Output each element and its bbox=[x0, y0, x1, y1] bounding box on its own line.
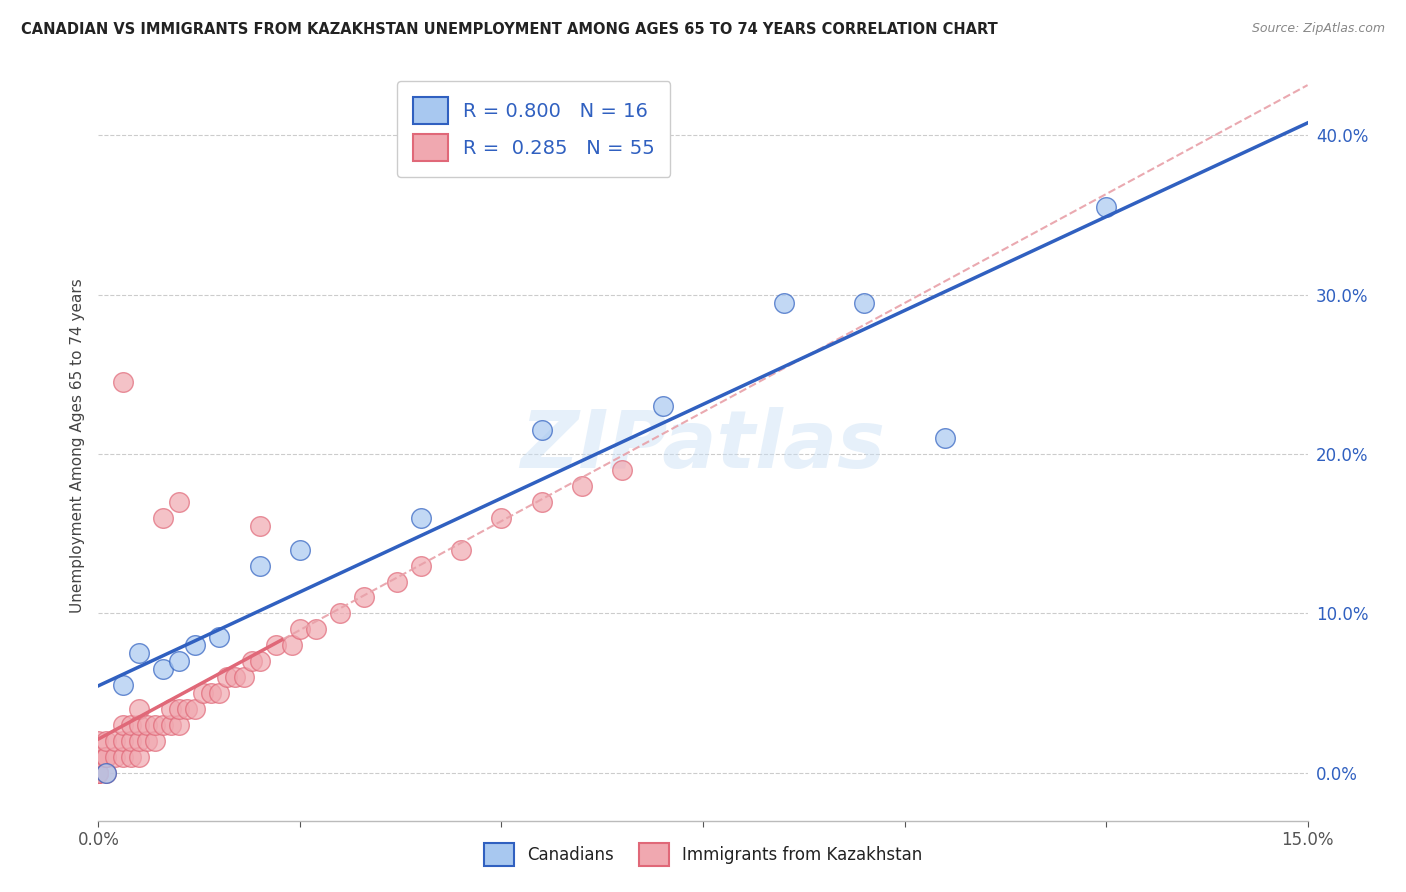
Point bbox=[385, 574, 408, 589]
Y-axis label: Unemployment Among Ages 65 to 74 years: Unemployment Among Ages 65 to 74 years bbox=[69, 278, 84, 614]
Point bbox=[167, 718, 190, 732]
Point bbox=[96, 734, 118, 748]
Point bbox=[571, 479, 593, 493]
Point bbox=[184, 702, 207, 716]
Point bbox=[87, 750, 110, 764]
Point bbox=[87, 750, 110, 764]
Point bbox=[450, 542, 472, 557]
Point bbox=[103, 734, 125, 748]
Point bbox=[651, 399, 673, 413]
Point bbox=[167, 702, 190, 716]
Point bbox=[217, 670, 239, 684]
Point bbox=[853, 295, 876, 310]
Point bbox=[135, 718, 157, 732]
Point bbox=[143, 718, 166, 732]
Text: ZIPatlas: ZIPatlas bbox=[520, 407, 886, 485]
Point bbox=[103, 750, 125, 764]
Point bbox=[87, 765, 110, 780]
Point bbox=[128, 646, 150, 660]
Point bbox=[143, 734, 166, 748]
Point bbox=[96, 750, 118, 764]
Point bbox=[128, 718, 150, 732]
Point bbox=[167, 654, 190, 668]
Point bbox=[111, 750, 134, 764]
Point bbox=[491, 510, 513, 524]
Point bbox=[152, 510, 174, 524]
Point bbox=[612, 463, 634, 477]
Point bbox=[249, 558, 271, 573]
Point bbox=[1095, 200, 1118, 214]
Point bbox=[240, 654, 263, 668]
Point bbox=[152, 718, 174, 732]
Point bbox=[232, 670, 254, 684]
Point bbox=[409, 510, 432, 524]
Point bbox=[167, 495, 190, 509]
Point bbox=[208, 686, 231, 700]
Point bbox=[530, 495, 553, 509]
Point bbox=[135, 734, 157, 748]
Point bbox=[288, 542, 311, 557]
Point bbox=[934, 431, 956, 445]
Text: Source: ZipAtlas.com: Source: ZipAtlas.com bbox=[1251, 22, 1385, 36]
Point bbox=[87, 765, 110, 780]
Point bbox=[264, 638, 287, 652]
Point bbox=[87, 765, 110, 780]
Legend: R = 0.800   N = 16, R =  0.285   N = 55: R = 0.800 N = 16, R = 0.285 N = 55 bbox=[396, 81, 671, 177]
Point bbox=[353, 591, 375, 605]
Point bbox=[96, 750, 118, 764]
Point bbox=[409, 558, 432, 573]
Point bbox=[281, 638, 304, 652]
Point bbox=[111, 718, 134, 732]
Point bbox=[184, 638, 207, 652]
Point bbox=[176, 702, 198, 716]
Point bbox=[224, 670, 246, 684]
Point bbox=[120, 750, 142, 764]
Point bbox=[111, 376, 134, 390]
Point bbox=[160, 718, 183, 732]
Point bbox=[249, 654, 271, 668]
Point bbox=[772, 295, 794, 310]
Point bbox=[128, 750, 150, 764]
Text: CANADIAN VS IMMIGRANTS FROM KAZAKHSTAN UNEMPLOYMENT AMONG AGES 65 TO 74 YEARS CO: CANADIAN VS IMMIGRANTS FROM KAZAKHSTAN U… bbox=[21, 22, 998, 37]
Point bbox=[87, 734, 110, 748]
Point bbox=[249, 518, 271, 533]
Point bbox=[208, 630, 231, 644]
Point bbox=[530, 423, 553, 437]
Legend: Canadians, Immigrants from Kazakhstan: Canadians, Immigrants from Kazakhstan bbox=[475, 835, 931, 875]
Point bbox=[329, 607, 352, 621]
Point bbox=[128, 702, 150, 716]
Point bbox=[111, 678, 134, 692]
Point bbox=[160, 702, 183, 716]
Point bbox=[288, 623, 311, 637]
Point bbox=[96, 765, 118, 780]
Point bbox=[111, 734, 134, 748]
Point bbox=[120, 734, 142, 748]
Point bbox=[305, 623, 328, 637]
Point bbox=[87, 765, 110, 780]
Point bbox=[96, 765, 118, 780]
Point bbox=[200, 686, 222, 700]
Point bbox=[193, 686, 215, 700]
Point bbox=[120, 718, 142, 732]
Point bbox=[152, 662, 174, 676]
Point bbox=[128, 734, 150, 748]
